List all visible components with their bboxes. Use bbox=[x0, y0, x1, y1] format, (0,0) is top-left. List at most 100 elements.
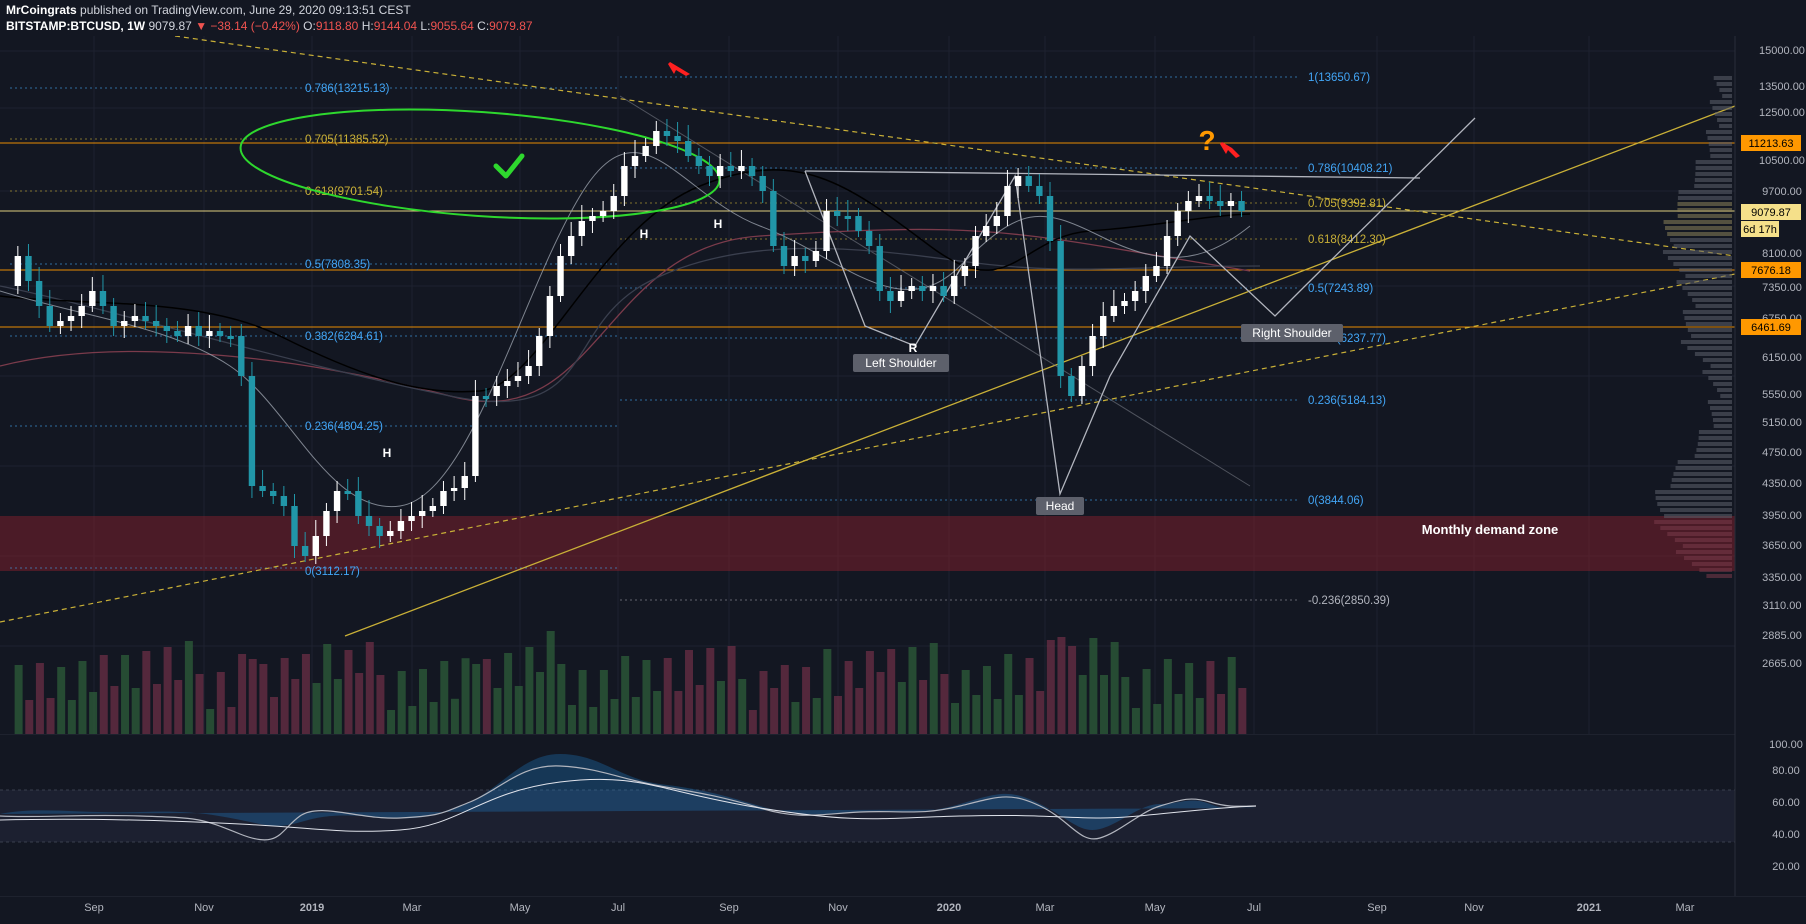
candle-body bbox=[195, 326, 202, 336]
volume-bar bbox=[1131, 708, 1140, 734]
candle-body bbox=[525, 366, 532, 376]
price-tick: 5550.00 bbox=[1762, 389, 1802, 401]
volume-profile-bar bbox=[1695, 172, 1732, 176]
volume-bar bbox=[1025, 658, 1034, 734]
fib-label: 0.236(5184.13) bbox=[1308, 395, 1386, 407]
candle-body bbox=[110, 306, 117, 326]
volume-bar bbox=[270, 697, 279, 734]
volume-profile-bar bbox=[1676, 280, 1732, 284]
volume-bar bbox=[25, 700, 34, 734]
volume-bar bbox=[280, 658, 289, 734]
head-and-shoulders bbox=[804, 117, 1476, 497]
highlight-ellipse bbox=[239, 108, 721, 220]
volume-bar bbox=[152, 684, 161, 734]
volume-bar bbox=[1185, 663, 1194, 734]
volume-profile-bar bbox=[1667, 232, 1732, 236]
price-change: −38.14 (−0.42%) bbox=[210, 19, 300, 33]
low-value: 9055.64 bbox=[430, 19, 474, 33]
volume-profile-bar bbox=[1719, 124, 1732, 128]
volume-bar bbox=[163, 647, 172, 734]
volume-profile-bar bbox=[1699, 568, 1732, 572]
oscillator-pane[interactable]: 100.00 80.00 60.00 40.00 20.00 bbox=[0, 734, 1806, 896]
candle-body bbox=[57, 321, 64, 326]
candle-body bbox=[142, 316, 149, 321]
volume-bar bbox=[333, 679, 342, 734]
candle-body bbox=[14, 256, 22, 286]
volume-bar bbox=[589, 707, 598, 734]
volume-bar bbox=[323, 644, 332, 734]
chart-background bbox=[0, 36, 1735, 734]
volume-bar bbox=[184, 641, 193, 734]
candle-body bbox=[1046, 196, 1054, 241]
fib-label: 0.786(13215.13) bbox=[305, 83, 390, 95]
volume-bar bbox=[504, 653, 513, 734]
volume-profile-bar bbox=[1696, 448, 1732, 452]
down-triangle-icon: ▼ bbox=[195, 19, 208, 33]
fib-label: 0.5(7808.35) bbox=[305, 259, 370, 271]
volume-profile bbox=[1654, 76, 1732, 578]
volume-bar bbox=[312, 683, 321, 734]
osc-axis: 100.00 80.00 60.00 40.00 20.00 bbox=[1769, 739, 1803, 873]
candle-body bbox=[1217, 201, 1224, 206]
candle-body bbox=[1078, 366, 1086, 396]
time-label: May bbox=[510, 902, 531, 914]
osc-tick: 20.00 bbox=[1772, 861, 1800, 873]
candle-body bbox=[121, 321, 128, 326]
price-chart[interactable]: Monthly demand zone 0.786(13215.13) 0.70… bbox=[0, 36, 1806, 734]
candle-body bbox=[397, 521, 405, 531]
candle-body bbox=[1121, 301, 1128, 306]
candle-body bbox=[940, 286, 947, 296]
volume-profile-bar bbox=[1687, 328, 1732, 332]
osc-band bbox=[0, 790, 1735, 842]
volume-bar bbox=[897, 682, 906, 734]
volume-bar bbox=[461, 658, 470, 734]
volume-profile-bar bbox=[1671, 478, 1732, 482]
time-axis[interactable]: Sep Nov 2019 Mar May Jul Sep Nov 2020 Ma… bbox=[0, 896, 1806, 924]
price-tick: 5150.00 bbox=[1762, 417, 1802, 429]
volume-bar bbox=[536, 672, 545, 734]
candle-body bbox=[1057, 241, 1064, 376]
volume-bar bbox=[993, 699, 1002, 734]
price-tick: 2665.00 bbox=[1762, 658, 1802, 670]
candle-body bbox=[780, 246, 788, 266]
head-tag: Head bbox=[1036, 497, 1084, 515]
volume-profile-bar bbox=[1707, 136, 1732, 140]
volume-bar bbox=[844, 661, 853, 734]
candle-body bbox=[919, 286, 926, 291]
volume-bar bbox=[919, 680, 928, 734]
price-tick: 12500.00 bbox=[1759, 107, 1805, 119]
volume-bar bbox=[940, 674, 949, 734]
candle-body bbox=[504, 381, 511, 386]
candle-body bbox=[738, 166, 745, 171]
volume-profile-bar bbox=[1677, 214, 1732, 218]
demand-zone-label: Monthly demand zone bbox=[1422, 522, 1559, 537]
volume-bar bbox=[525, 647, 534, 734]
candle-body bbox=[280, 496, 288, 506]
volume-profile-bar bbox=[1695, 166, 1732, 170]
volume-bar bbox=[685, 650, 694, 734]
volume-bar bbox=[1153, 704, 1162, 734]
author-name[interactable]: MrCoingrats bbox=[6, 3, 77, 17]
candle-body bbox=[408, 516, 415, 521]
fib-labels-left: 0.786(13215.13) 0.705(11385.52) 0.618(97… bbox=[305, 83, 390, 578]
osc-tick: 60.00 bbox=[1772, 797, 1800, 809]
volume-bar bbox=[376, 675, 385, 734]
volume-profile-bar bbox=[1710, 154, 1732, 158]
volume-bar bbox=[238, 654, 247, 734]
volume-bar bbox=[429, 702, 438, 734]
symbol-label[interactable]: BITSTAMP:BTCUSD, 1W bbox=[6, 19, 146, 33]
volume-bar bbox=[802, 667, 811, 734]
volume-profile-bar bbox=[1655, 490, 1732, 494]
candle-body bbox=[834, 211, 841, 216]
candle-body bbox=[1089, 336, 1096, 366]
volume-bar bbox=[99, 655, 108, 734]
candle-body bbox=[1142, 276, 1149, 291]
volume-bar bbox=[1238, 688, 1247, 734]
candle-body bbox=[1227, 201, 1235, 206]
time-label: Sep bbox=[1367, 902, 1387, 914]
volume-profile-bar bbox=[1707, 400, 1732, 404]
candle-body bbox=[259, 486, 266, 491]
candle-body bbox=[376, 526, 383, 536]
volume-bar bbox=[216, 672, 225, 734]
candle-body bbox=[1195, 196, 1203, 201]
